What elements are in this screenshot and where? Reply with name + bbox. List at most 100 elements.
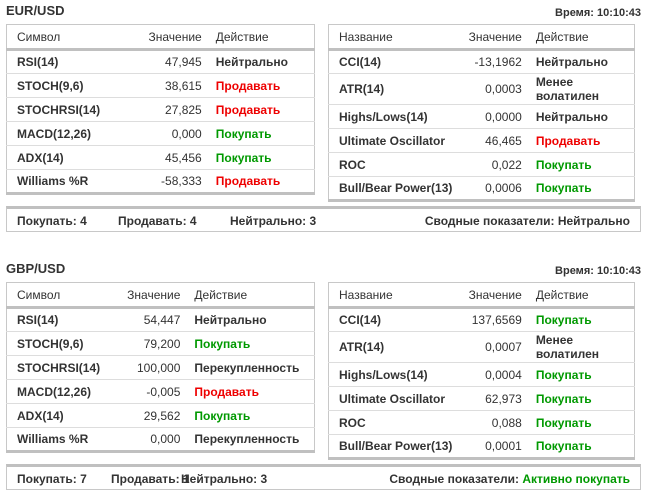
- table-row: Ultimate Oscillator 46,465 Продавать: [328, 128, 635, 153]
- table-header-row: Символ Значение Действие: [6, 24, 315, 51]
- indicator-name: ROC: [328, 152, 461, 177]
- table-row: RSI(14) 54,447 Нейтрально: [6, 307, 315, 332]
- summary-sell-count: Продавать: 1: [111, 472, 190, 486]
- indicator-name: ROC: [328, 410, 461, 435]
- indicator-value: 137,6569: [460, 307, 522, 332]
- indicator-value: 0,0001: [485, 439, 522, 453]
- indicator-name: RSI(14): [6, 49, 133, 74]
- column-header: Действие: [201, 24, 315, 51]
- table-row: Ultimate Oscillator 62,973 Покупать: [328, 386, 635, 411]
- indicator-name: Williams %R: [17, 432, 89, 446]
- summary-value: Нейтрально: [557, 214, 630, 228]
- update-time: Время: 10:10:43: [555, 265, 641, 277]
- table-row: Bull/Bear Power(13) 0,0006 Покупать: [329, 177, 635, 201]
- indicator-name: MACD(12,26): [6, 121, 133, 146]
- summary-label: Сводные показатели:: [424, 214, 555, 228]
- indicator-name: Bull/Bear Power(13): [339, 439, 453, 453]
- table-row: MACD(12,26) 0,000 Покупать: [6, 121, 315, 146]
- indicator-action: Продавать: [201, 73, 315, 98]
- indicator-action: Менее волатилен: [521, 331, 635, 363]
- indicator-action: Продавать: [180, 379, 315, 404]
- indicator-action: Покупать: [535, 181, 592, 195]
- table-row: ROC 0,022 Покупать: [328, 152, 635, 177]
- table-row: Highs/Lows(14) 0,0004 Покупать: [328, 362, 635, 387]
- indicator-action: Перекупленность: [180, 355, 315, 380]
- indicator-name: Ultimate Oscillator: [328, 386, 461, 411]
- eur-usd-section: EUR/USD Время: 10:10:43 Символ Значение Дейс…: [6, 3, 641, 233]
- right-indicators-table: Название Значение Действие CCI(14) -13,1962 Н…: [328, 24, 635, 202]
- table-row: STOCH(9,6) 79,200 Покупать: [6, 331, 315, 356]
- table-row: STOCHRSI(14) 100,000 Перекупленность: [6, 355, 315, 380]
- indicator-action: Покупать: [201, 121, 315, 146]
- indicator-name: MACD(12,26): [6, 379, 112, 404]
- table-row: Williams %R 0,000 Перекупленность: [7, 428, 315, 452]
- table-row: ROC 0,088 Покупать: [328, 410, 635, 435]
- summary-bar: Покупать: 7 Продавать: 1 Нейтрально: 3 Свод…: [6, 464, 641, 490]
- table-row: Highs/Lows(14) 0,0000 Нейтрально: [328, 104, 635, 129]
- indicator-name: Bull/Bear Power(13): [339, 181, 453, 195]
- indicator-action: Продавать: [201, 97, 315, 122]
- table-row: RSI(14) 47,945 Нейтрально: [6, 49, 315, 74]
- indicator-action: Перекупленность: [194, 432, 300, 446]
- left-indicators-table: Символ Значение Действие RSI(14) 47,945 Нейтр…: [6, 24, 315, 195]
- summary-overall: Сводные показатели: Активно покупать: [389, 472, 630, 486]
- column-header: Значение: [132, 24, 202, 51]
- indicator-value: 46,465: [460, 128, 522, 153]
- indicator-name: Highs/Lows(14): [328, 104, 461, 129]
- indicator-action: Покупать: [535, 439, 592, 453]
- indicator-action: Покупать: [521, 410, 635, 435]
- table-row: STOCHRSI(14) 27,825 Продавать: [6, 97, 315, 122]
- indicator-value: 79,200: [111, 331, 181, 356]
- indicator-name: STOCH(9,6): [6, 73, 133, 98]
- indicator-action: Покупать: [521, 307, 635, 332]
- indicator-value: 47,945: [132, 49, 202, 74]
- table-header-row: Название Значение Действие: [328, 24, 635, 51]
- indicator-name: STOCHRSI(14): [6, 355, 112, 380]
- indicator-value: -58,333: [161, 174, 202, 188]
- summary-neutral-count: Нейтрально: 3: [181, 472, 268, 486]
- table-row: CCI(14) -13,1962 Нейтрально: [328, 49, 635, 74]
- column-header: Значение: [460, 282, 522, 309]
- column-header: Действие: [521, 24, 635, 51]
- indicator-action: Менее волатилен: [521, 73, 635, 105]
- table-header-row: Символ Значение Действие: [6, 282, 315, 309]
- table-row: ADX(14) 45,456 Покупать: [6, 145, 315, 170]
- summary-bar: Покупать: 4 Продавать: 4 Нейтрально: 3 Свод…: [6, 206, 641, 232]
- column-header: Название: [328, 24, 461, 51]
- gbp-usd-section: GBP/USD Время: 10:10:43 Символ Значение Дейс…: [6, 261, 641, 491]
- indicator-name: ADX(14): [6, 403, 112, 428]
- indicator-value: 54,447: [111, 307, 181, 332]
- indicator-value: 0,000: [150, 432, 181, 446]
- column-header: Значение: [460, 24, 522, 51]
- summary-sell-count: Продавать: 4: [118, 214, 197, 228]
- indicator-action: Покупать: [521, 362, 635, 387]
- indicator-value: 0,0007: [460, 331, 522, 363]
- indicator-value: 0,0003: [460, 73, 522, 105]
- indicator-value: -0,005: [111, 379, 181, 404]
- column-header: Символ: [6, 24, 133, 51]
- indicator-name: STOCH(9,6): [6, 331, 112, 356]
- indicator-action: Нейтрально: [521, 49, 635, 74]
- summary-overall: Сводные показатели: Нейтрально: [425, 214, 630, 228]
- indicator-action: Нейтрально: [180, 307, 315, 332]
- indicator-action: Продавать: [521, 128, 635, 153]
- left-indicators-table: Символ Значение Действие RSI(14) 54,447 Нейтр…: [6, 282, 315, 453]
- table-row: STOCH(9,6) 38,615 Продавать: [6, 73, 315, 98]
- indicator-value: 0,0006: [485, 181, 522, 195]
- indicator-value: 62,973: [460, 386, 522, 411]
- indicator-name: Highs/Lows(14): [328, 362, 461, 387]
- column-header: Символ: [6, 282, 112, 309]
- summary-neutral-count: Нейтрально: 3: [230, 214, 317, 228]
- table-row: Bull/Bear Power(13) 0,0001 Покупать: [329, 435, 635, 459]
- indicator-value: 45,456: [132, 145, 202, 170]
- summary-buy-count: Покупать: 4: [17, 214, 87, 228]
- indicator-name: ATR(14): [328, 331, 461, 363]
- pair-title: GBP/USD: [6, 261, 66, 276]
- update-time: Время: 10:10:43: [555, 7, 641, 19]
- indicator-name: CCI(14): [328, 49, 461, 74]
- indicator-action: Продавать: [215, 174, 281, 188]
- indicator-name: STOCHRSI(14): [6, 97, 133, 122]
- table-row: ATR(14) 0,0007 Менее волатилен: [328, 331, 635, 363]
- indicator-name: Williams %R: [17, 174, 89, 188]
- column-header: Действие: [180, 282, 315, 309]
